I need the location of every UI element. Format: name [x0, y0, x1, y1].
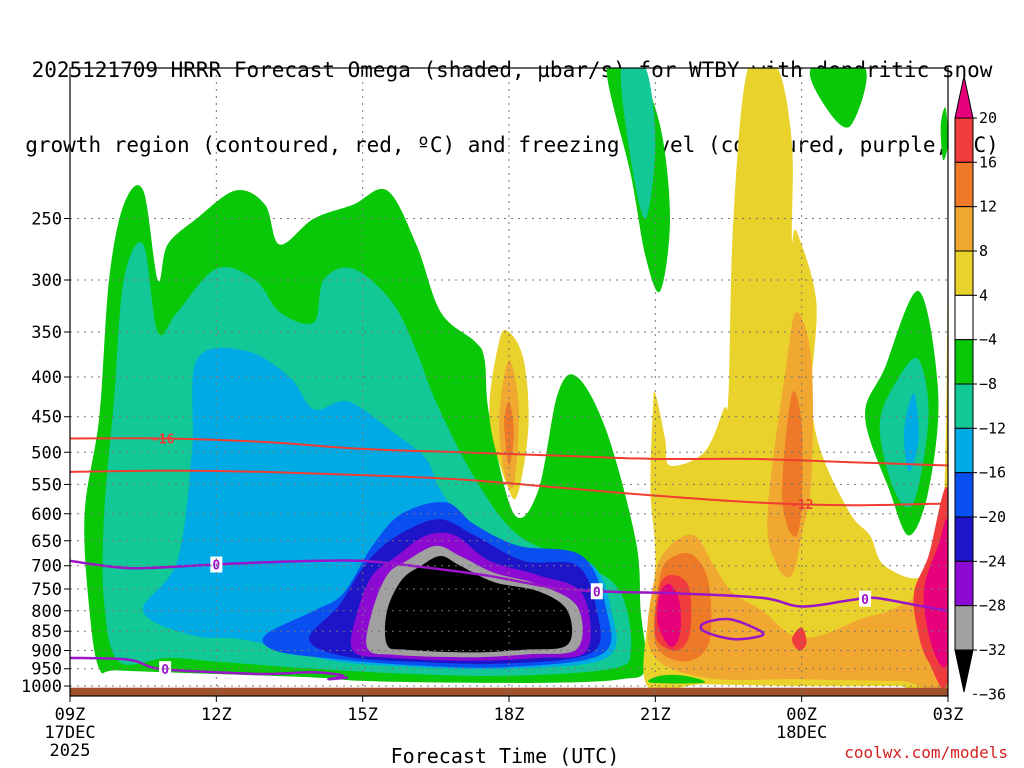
colorbar-swatch-4 [954, 250, 974, 296]
y-tick-label-14: 950 [31, 660, 62, 680]
colorbar-label-13: −36 [979, 685, 1006, 703]
y-tick-label-6: 550 [31, 475, 62, 495]
y-tick-label-4: 450 [31, 408, 62, 428]
omega-region-10 [809, 68, 867, 128]
omega-region-27 [782, 391, 803, 537]
x-tick-label-4: 21Z [640, 705, 671, 725]
y-tick-label-9: 700 [31, 557, 62, 577]
omega-region-7 [384, 556, 573, 653]
colorbar-swatch-3 [954, 206, 974, 252]
colorbar-label-10: −24 [979, 552, 1006, 570]
y-tick-label-5: 500 [31, 443, 62, 463]
x-tick-label-0: 09Z [55, 705, 86, 725]
colorbar-label-0: 20 [979, 109, 997, 127]
colorbar-label-5: −4 [979, 331, 997, 349]
colorbar: 20 16 12 8 4 −4 −8 −12 −16 −20 −24 −28 −32 −36 [954, 75, 1006, 703]
colorbar-swatch-5 [954, 294, 974, 341]
y-tick-label-11: 800 [31, 602, 62, 622]
x-tick-label-3: 18Z [494, 705, 525, 725]
y-tick-label-2: 350 [31, 323, 62, 343]
y-tick-label-0: 250 [31, 210, 62, 230]
freezing-contour-3 [70, 656, 349, 681]
colorbar-swatch-8 [954, 427, 974, 474]
y-tick-label-10: 750 [31, 580, 62, 600]
y-tick-label-13: 900 [31, 641, 62, 661]
omega-region-25 [657, 584, 681, 648]
omega-region-31 [791, 627, 807, 651]
y-tick-label-3: 400 [31, 368, 62, 388]
colorbar-label-3: 8 [979, 242, 988, 260]
x-tick-sublabel-0: 17DEC [44, 723, 95, 743]
x-tick-label-6: 03Z [933, 705, 964, 725]
colorbar-swatch-6 [954, 339, 974, 385]
y-tick-label-8: 650 [31, 532, 62, 552]
colorbar-swatch-11 [954, 560, 974, 607]
colorbar-label-4: 4 [979, 286, 988, 304]
omega-region-22 [647, 510, 948, 692]
omega-region-9 [620, 68, 656, 219]
colorbar-swatch-1 [954, 117, 974, 163]
omega-region-14 [940, 107, 948, 161]
colorbar-label-12: −32 [979, 641, 1006, 659]
y-tick-label-7: 600 [31, 505, 62, 525]
omega-region-13 [903, 393, 919, 472]
x-tick-label-2: 15Z [347, 705, 378, 725]
omega-region-29 [923, 518, 948, 668]
colorbar-label-11: −28 [979, 597, 1006, 615]
x-tick-label-1: 12Z [201, 705, 232, 725]
x-tick-sublabel2-0: 2025 [50, 741, 91, 761]
y-tick-label-12: 850 [31, 622, 62, 642]
colorbar-swatch-10 [954, 516, 974, 562]
chart-title: 2025121709 HRRR Forecast Omega (shaded, … [0, 8, 1024, 183]
x-tick-label-5: 00Z [786, 705, 817, 725]
dendritic-label-0: -16 [151, 433, 175, 448]
x-tick-sublabel-5: 18DEC [776, 723, 827, 743]
colorbar-top-triangle [954, 75, 974, 119]
freezing-label-1: 0 [593, 585, 601, 600]
colorbar-label-6: −8 [979, 375, 997, 393]
credit-link[interactable]: coolwx.com/models [844, 743, 1008, 762]
colorbar-swatch-7 [954, 383, 974, 429]
dendritic-label-1: -12 [790, 498, 813, 513]
omega-region-30 [648, 674, 706, 684]
colorbar-bottom-triangle [954, 649, 974, 693]
colorbar-label-8: −16 [979, 464, 1006, 482]
freezing-label-3: 0 [161, 663, 169, 678]
colorbar-swatch-9 [954, 472, 974, 518]
y-tick-label-15: 1000 [21, 677, 62, 697]
colorbar-swatch-12 [954, 605, 974, 651]
y-tick-label-1: 300 [31, 271, 62, 291]
colorbar-label-9: −20 [979, 508, 1006, 526]
freezing-contour-0 [70, 559, 948, 613]
colorbar-swatch-2 [954, 161, 974, 208]
freezing-contour-4 [699, 617, 765, 641]
colorbar-label-7: −12 [979, 419, 1006, 437]
freezing-label-2: 0 [861, 593, 869, 608]
omega-field: -16-120000 [70, 68, 948, 696]
colorbar-label-2: 12 [979, 198, 997, 216]
title-line-2: growth region (contoured, red, ºC) and f… [25, 133, 999, 157]
dendritic-contour-1 [70, 469, 948, 507]
y-axis: 2503003504004505005506006507007508008509… [21, 210, 70, 697]
colorbar-label-1: 16 [979, 153, 997, 171]
x-axis-label: Forecast Time (UTC) [390, 744, 620, 768]
